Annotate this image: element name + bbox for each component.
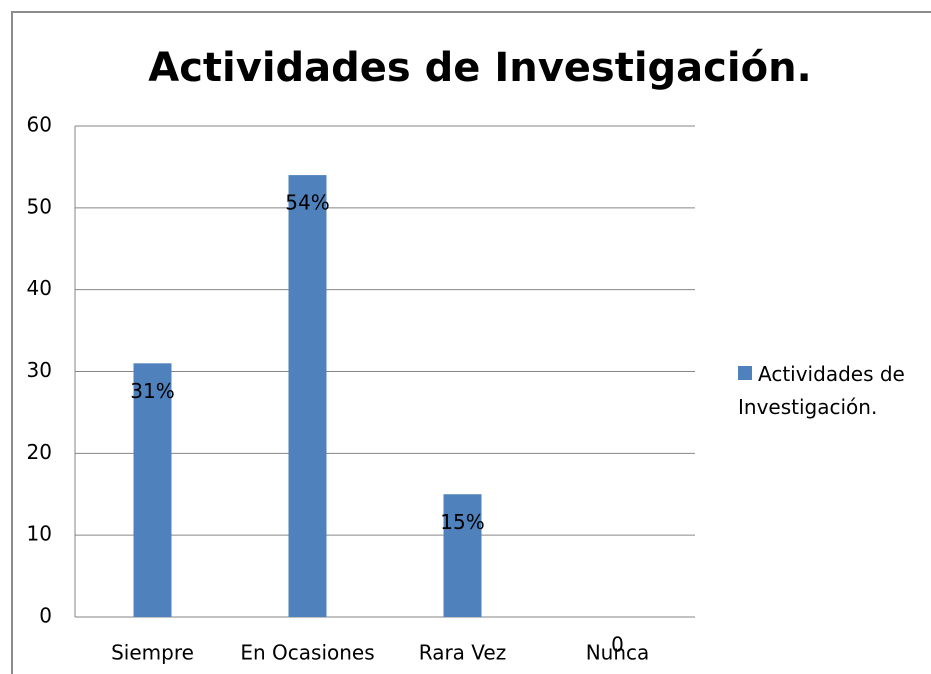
legend: Actividades de Investigación. <box>738 358 928 424</box>
x-tick-label: Siempre <box>111 641 194 665</box>
legend-label: Actividades de Investigación. <box>738 362 905 419</box>
y-tick-label: 60 <box>27 113 52 137</box>
y-tick-label: 20 <box>27 440 52 464</box>
y-tick-label: 50 <box>27 194 52 218</box>
bar <box>443 494 482 617</box>
y-tick-label: 40 <box>27 276 52 300</box>
legend-swatch <box>738 366 752 380</box>
x-tick-label: Nunca <box>586 641 650 665</box>
bar <box>288 175 327 617</box>
bar <box>133 363 172 617</box>
data-label: 54% <box>285 191 329 215</box>
chart-title: Actividades de Investigación. <box>148 45 812 91</box>
x-tick-label: Rara Vez <box>419 641 506 665</box>
data-label: 0 <box>611 633 624 657</box>
data-label: 31% <box>130 379 174 403</box>
x-tick-label: En Ocasiones <box>240 641 374 665</box>
y-tick-label: 30 <box>27 358 52 382</box>
frame <box>11 11 931 674</box>
y-tick-label: 0 <box>39 604 52 628</box>
y-tick-label: 10 <box>27 522 52 546</box>
data-label: 15% <box>440 510 484 534</box>
